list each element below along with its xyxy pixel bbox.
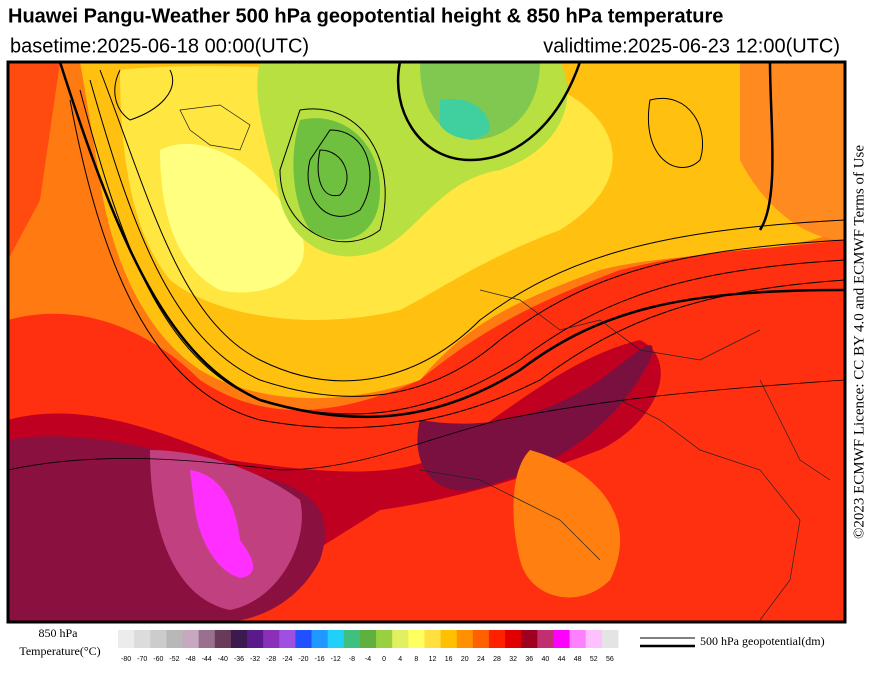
colorbar-box — [392, 630, 409, 648]
colorbar-tick-label: 4 — [398, 656, 402, 663]
colorbar-tick-label: -20 — [298, 656, 308, 663]
colorbar-box — [118, 630, 135, 648]
colorbar-box — [214, 630, 232, 648]
colorbar-tick-label: -44 — [202, 656, 212, 663]
colorbar-box — [134, 630, 151, 648]
colorbar-title: Temperature(°C) — [19, 644, 100, 658]
colorbar-tick-label: 20 — [461, 656, 469, 663]
colorbar-box — [343, 630, 361, 648]
colorbar-tick-label: -32 — [250, 656, 260, 663]
colorbar-tick-label: 32 — [509, 656, 517, 663]
licence: ©2023 ECMWF Licence: CC BY 4.0 and ECMWF… — [851, 145, 867, 539]
colorbar-tick-label: 0 — [382, 656, 386, 663]
colorbar-box — [182, 630, 200, 648]
colorbar-box — [311, 630, 329, 648]
colorbar-box — [279, 630, 296, 648]
colorbar-box — [488, 630, 506, 648]
colorbar-box — [472, 630, 490, 648]
colorbar-box — [408, 630, 425, 648]
colorbar-tick-label: -60 — [153, 656, 163, 663]
colorbar-box — [376, 630, 393, 648]
colorbar-tick-label: 36 — [525, 656, 533, 663]
colorbar-tick-label: 24 — [477, 656, 485, 663]
colorbar-box — [505, 630, 522, 648]
colorbar-box — [295, 630, 313, 648]
colorbar-tick-label: -36 — [234, 656, 244, 663]
colorbar-box — [198, 630, 216, 648]
colorbar-tick-label: -24 — [282, 656, 292, 663]
legend-line-label: 500 hPa geopotential(dm) — [700, 634, 825, 648]
colorbar-box — [585, 630, 603, 648]
colorbar-tick-label: 28 — [493, 656, 501, 663]
colorbar-tick-label: 8 — [414, 656, 418, 663]
colorbar-box — [521, 630, 538, 648]
colorbar-box — [359, 630, 377, 648]
colorbar-tick-label: -28 — [266, 656, 276, 663]
colorbar-tick-label: 40 — [542, 656, 550, 663]
colorbar-box — [247, 630, 264, 648]
colorbar-tick-label: -70 — [137, 656, 147, 663]
colorbar-box — [263, 630, 280, 648]
colorbar-tick-label: 44 — [558, 656, 566, 663]
colorbar-tick-label: -80 — [121, 656, 131, 663]
colorbar-box — [424, 630, 442, 648]
colorbar-title: 850 hPa — [39, 626, 79, 640]
colorbar-tick-label: -52 — [169, 656, 179, 663]
colorbar-tick-label: 12 — [429, 656, 437, 663]
colorbar-tick-label: -12 — [331, 656, 341, 663]
colorbar-box — [456, 630, 474, 648]
colorbar-tick-label: 48 — [574, 656, 582, 663]
colorbar-box — [440, 630, 458, 648]
map-frame — [6, 60, 847, 624]
colorbar-box — [150, 630, 167, 648]
colorbar-box — [327, 630, 345, 648]
colorbar-tick-label: 56 — [606, 656, 614, 663]
colorbar-box — [553, 630, 571, 648]
basetime: basetime:2025-06-18 00:00(UTC) — [10, 35, 309, 57]
colorbar-box — [601, 630, 619, 648]
colorbar-box — [166, 630, 184, 648]
colorbar-box — [569, 630, 587, 648]
colorbar: -80 -70 -60 -52 -48 -44 -40 -36 -32 -28 -24 -20 -16-… — [118, 630, 619, 663]
colorbar-box — [537, 630, 554, 648]
colorbar-tick-label: 52 — [590, 656, 598, 663]
colorbar-tick-label: -40 — [218, 656, 228, 663]
title: Huawei Pangu-Weather 500 hPa geopotentia… — [8, 5, 723, 27]
colorbar-box — [230, 630, 248, 648]
colorbar-tick-label: -8 — [349, 656, 355, 663]
colorbar-tick-label: -16 — [315, 656, 325, 663]
colorbar-tick-label: -48 — [186, 656, 196, 663]
validtime: validtime:2025-06-23 12:00(UTC) — [543, 35, 840, 57]
colorbar-tick-label: -4 — [365, 656, 371, 663]
map — [8, 62, 845, 622]
colorbar-tick-label: 16 — [445, 656, 453, 663]
